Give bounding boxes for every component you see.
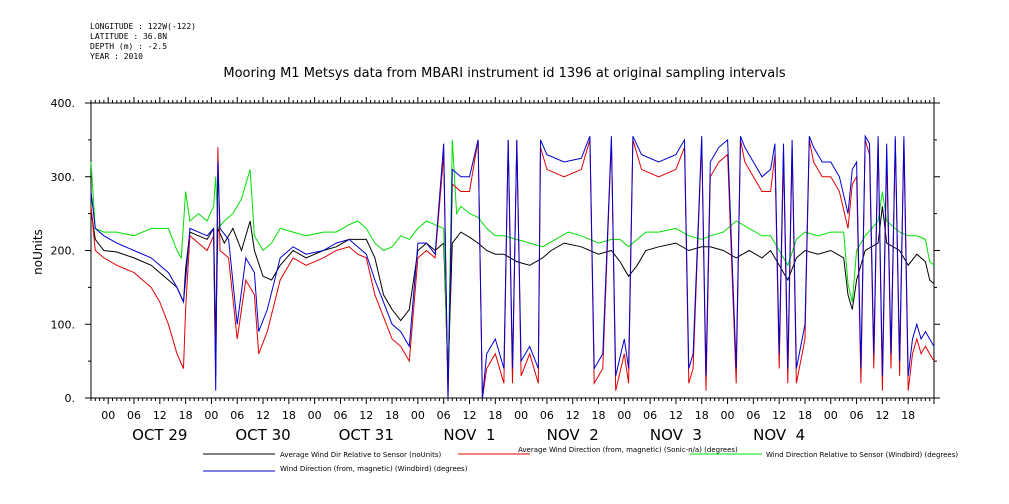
x-hour-label: 12 (256, 409, 270, 422)
y-tick-label: 300. (51, 171, 76, 184)
legend-label-2: Average Wind Direction (from, magnetic) … (518, 446, 738, 454)
x-hour-label: 18 (798, 409, 812, 422)
x-hour-label: 06 (540, 409, 554, 422)
x-hour-label: 18 (179, 409, 193, 422)
x-day-label: OCT 31 (339, 426, 394, 444)
x-hour-label: 00 (824, 409, 838, 422)
series-line-2 (90, 139, 935, 399)
meta-longitude: LONGITUDE : 122W(-122) (90, 22, 196, 31)
y-axis-label: noUnits (31, 229, 45, 275)
x-hour-label: 00 (308, 409, 322, 422)
x-hour-label: 06 (643, 409, 657, 422)
x-hour-label: 00 (411, 409, 425, 422)
y-axis: 0. 100. 200. 300. 400. (51, 97, 940, 405)
legend-label-1: Average Wind Dir Relative to Sensor (noU… (280, 451, 441, 459)
legend: Average Wind Dir Relative to Sensor (noU… (203, 446, 958, 473)
x-hour-label: 00 (101, 409, 115, 422)
x-hour-label: 06 (127, 409, 141, 422)
x-day-label: NOV 1 (443, 426, 495, 444)
legend-label-3: Wind Direction Relative to Sensor (Windb… (766, 451, 958, 459)
x-hour-label: 06 (333, 409, 347, 422)
x-hour-label: 06 (850, 409, 864, 422)
y-tick-label: 0. (65, 392, 76, 405)
chart-title: Mooring M1 Metsys data from MBARI instru… (223, 66, 786, 81)
meta-year: YEAR : 2010 (90, 52, 143, 61)
x-hour-label: 18 (592, 409, 606, 422)
series-layer (90, 134, 935, 399)
x-hour-label: 12 (669, 409, 683, 422)
x-hour-label: 12 (875, 409, 889, 422)
x-axis: 00 06 12 18 00 06 12 18 00 06 12 18 00 06 12 18 00 06 12 18… (90, 97, 935, 444)
meta-latitude: LATITUDE : 36.8N (90, 32, 168, 41)
x-hour-label: 06 (746, 409, 760, 422)
x-day-label: OCT 30 (235, 426, 290, 444)
x-day-label: NOV 2 (547, 426, 599, 444)
x-hour-label: 00 (617, 409, 631, 422)
x-hour-label: 12 (566, 409, 580, 422)
metadata-block: LONGITUDE : 122W(-122) LATITUDE : 36.8N … (90, 22, 196, 62)
y-tick-label: 400. (51, 97, 76, 110)
x-hour-label: 00 (721, 409, 735, 422)
x-hour-label: 00 (204, 409, 218, 422)
legend-label-4: Wind Direction (from, magnetic) (Windbir… (280, 465, 468, 473)
x-hour-label: 06 (230, 409, 244, 422)
x-hour-label: 18 (488, 409, 502, 422)
series-line-3 (90, 139, 935, 384)
x-day-label: NOV 3 (650, 426, 702, 444)
series-line-4 (90, 134, 935, 399)
meta-depth: DEPTH (m) : -2.5 (90, 42, 168, 51)
x-hour-label: 18 (282, 409, 296, 422)
y-tick-label: 100. (51, 318, 76, 331)
x-hour-label: 18 (695, 409, 709, 422)
y-tick-label: 200. (51, 245, 76, 258)
x-day-label: NOV 4 (753, 426, 805, 444)
x-hour-label: 00 (514, 409, 528, 422)
x-hour-label: 12 (359, 409, 373, 422)
x-hour-label: 12 (153, 409, 167, 422)
x-hour-label: 18 (901, 409, 915, 422)
x-hour-label: 12 (462, 409, 476, 422)
x-day-label: OCT 29 (132, 426, 187, 444)
x-hour-label: 12 (772, 409, 786, 422)
x-hour-label: 18 (385, 409, 399, 422)
x-hour-label: 06 (437, 409, 451, 422)
